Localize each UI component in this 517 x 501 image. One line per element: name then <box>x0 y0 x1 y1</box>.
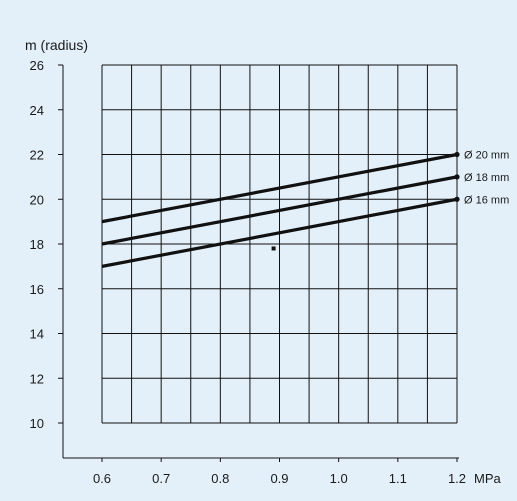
series-line <box>101 175 458 246</box>
x-tick-label: 0.9 <box>270 471 288 486</box>
series-line <box>101 152 458 224</box>
labels: 10 12 14 16 18 20 22 24 26 0.6 0.7 0.8 0.9 1.0 1.1 1.2 M… <box>30 58 510 486</box>
axes <box>58 64 459 462</box>
x-tick-label: 0.8 <box>211 471 229 486</box>
x-tick-label: 0.6 <box>93 471 111 486</box>
x-tick-label: 0.7 <box>152 471 170 486</box>
x-axis-unit: MPa <box>474 471 502 486</box>
grid <box>101 64 458 424</box>
y-tick-label: 10 <box>30 416 44 431</box>
series-lines <box>101 151 460 268</box>
y-tick-label: 12 <box>30 371 44 386</box>
y-tick-label: 20 <box>30 192 44 207</box>
series-end-point <box>454 151 460 158</box>
y-tick-label: 24 <box>30 103 44 118</box>
y-tick-label: 14 <box>30 327 44 342</box>
series-label: Ø 18 mm <box>464 172 509 184</box>
y-tick-label: 26 <box>30 58 44 73</box>
series-label: Ø 20 mm <box>464 150 509 162</box>
x-tick-label: 1.1 <box>389 471 407 486</box>
series-line <box>101 197 458 268</box>
y-axis-title: m (radius) <box>25 37 88 53</box>
y-tick-label: 22 <box>30 148 44 163</box>
y-tick-label: 16 <box>30 282 44 297</box>
x-tick-label: 1.0 <box>330 471 348 486</box>
x-tick-label: 1.2 <box>448 471 466 486</box>
series-label: Ø 16 mm <box>464 194 509 206</box>
series-end-point <box>454 174 460 180</box>
series-end-point <box>454 196 460 202</box>
marker-point <box>271 246 276 251</box>
y-tick-label: 18 <box>30 237 44 252</box>
